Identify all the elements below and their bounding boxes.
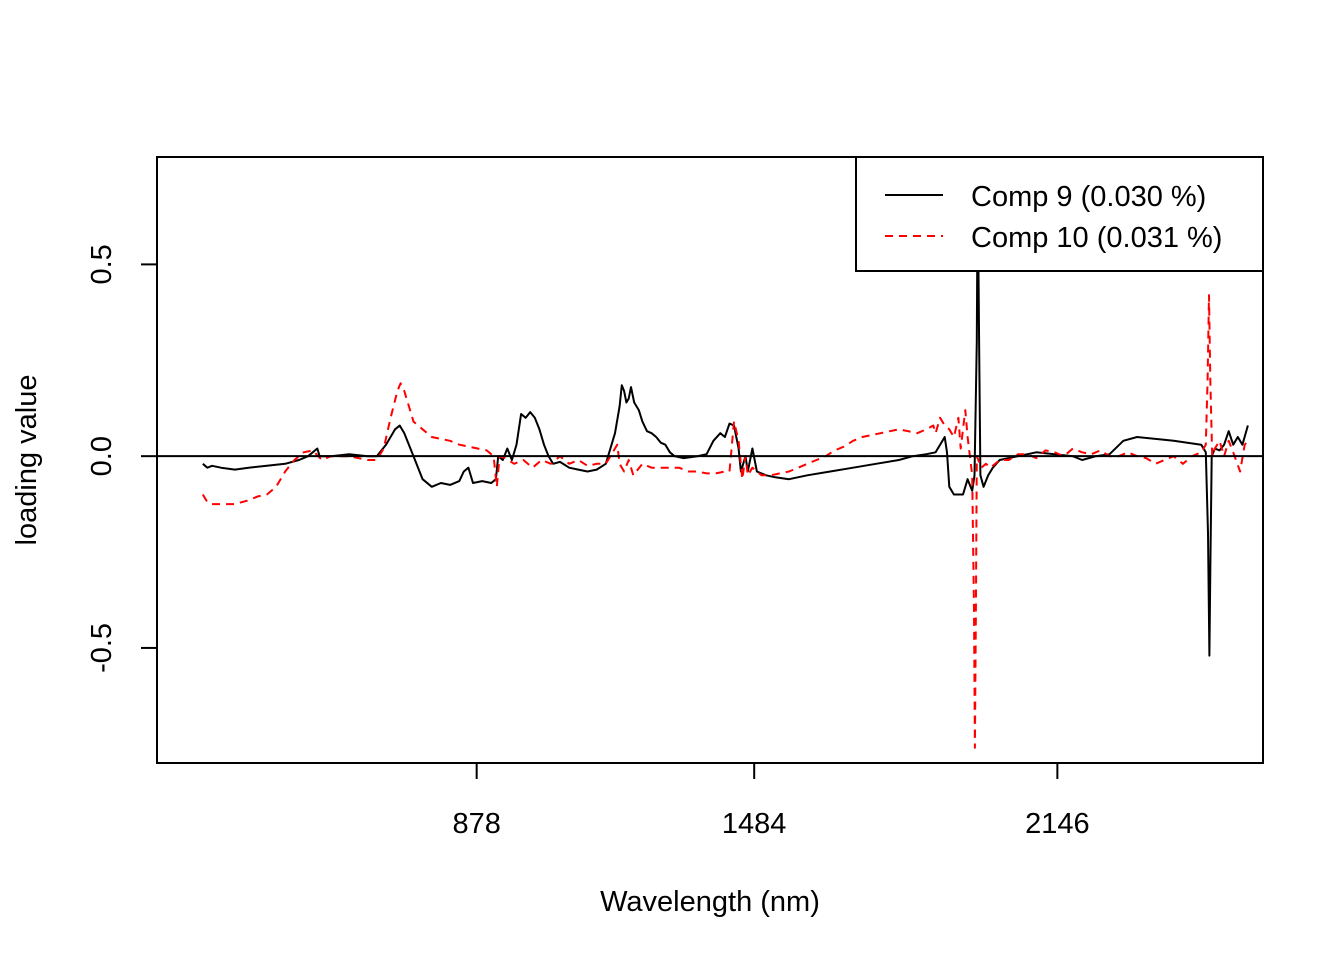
x-axis: 878 1484 2146: [452, 763, 1090, 840]
legend-box: [855, 156, 1264, 272]
x-axis-title: Wavelength (nm): [600, 886, 820, 918]
legend-label-comp10: Comp 10 (0.031 %): [971, 222, 1222, 254]
y-tick-label: 0.5: [86, 244, 118, 284]
y-tick-label: 0.0: [86, 436, 118, 476]
y-axis: -0.5 0.0 0.5: [86, 244, 157, 673]
x-tick-label: 2146: [1025, 808, 1090, 840]
y-tick-label: -0.5: [86, 623, 118, 673]
plot-frame: [156, 156, 1264, 764]
series-line-comp10: [201, 294, 1249, 749]
y-axis-title: loading value: [11, 375, 43, 546]
legend-label-comp9: Comp 9 (0.030 %): [971, 181, 1206, 213]
x-tick-label: 1484: [722, 808, 787, 840]
legend: Comp 9 (0.030 %) Comp 10 (0.031 %): [855, 156, 1264, 272]
x-tick-label: 878: [452, 808, 500, 840]
